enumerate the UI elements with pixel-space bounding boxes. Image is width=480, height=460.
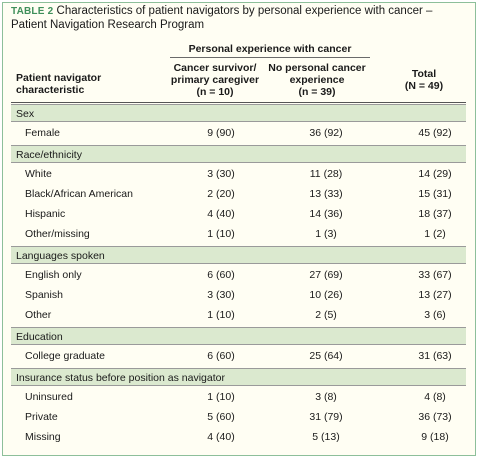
cell-no-experience: 3 (8) [315,391,337,403]
cell-survivor: 1 (10) [207,228,235,240]
table-caption: TABLE 2 Characteristics of patient navig… [11,5,466,32]
row-label: Other [25,309,52,321]
cell-no-experience: 10 (26) [309,289,343,301]
section-header: Race/ethnicity [11,145,466,163]
section-header: Insurance status before position as navi… [11,368,466,386]
cell-survivor: 4 (40) [207,208,235,220]
row-label: White [25,168,52,180]
cell-total: 36 (73) [418,411,452,423]
table-title: Characteristics of patient navigators by… [11,5,433,31]
cell-survivor: 3 (30) [207,289,235,301]
section-label: Languages spoken [16,250,105,262]
row-label: Female [25,127,61,139]
col2-line1: No personal cancer [268,62,366,74]
table-row: Private 5 (60) 31 (79) 36 (73) [11,407,466,427]
col1-line2: primary caregiver [170,74,260,86]
cell-survivor: 4 (40) [207,431,235,443]
section-label: Race/ethnicity [16,149,82,161]
row-header-line1: Patient navigator [16,72,102,84]
cell-total: 1 (2) [424,228,446,240]
cell-total: 31 (63) [418,350,452,362]
cell-survivor: 9 (90) [207,127,235,139]
cell-total: 33 (67) [418,269,452,281]
column-header-no-experience: No personal cancer experience (n = 39) [262,62,372,98]
table-row: Female 9 (90) 36 (92) 45 (92) [11,123,466,143]
cell-survivor: 2 (20) [207,188,235,200]
column-header-total: Total (N = 49) [379,68,469,92]
cell-survivor: 6 (60) [207,350,235,362]
table-row: Uninsured 1 (10) 3 (8) 4 (8) [11,387,466,407]
cell-total: 45 (92) [418,127,452,139]
table-row: College graduate 6 (60) 25 (64) 31 (63) [11,346,466,366]
row-label: Spanish [25,289,63,301]
row-label: English only [25,269,82,281]
cell-total: 13 (27) [418,289,452,301]
col3-line2: (N = 49) [404,80,444,92]
row-label: Private [25,411,58,423]
col1-line1: Cancer survivor/ [173,62,257,74]
section-label: Education [16,331,63,343]
row-label: College graduate [25,350,105,362]
cell-no-experience: 14 (36) [309,208,343,220]
section-header: Sex [11,104,466,122]
cell-survivor: 1 (10) [207,391,235,403]
cell-total: 14 (29) [418,168,452,180]
cell-no-experience: 5 (13) [312,431,340,443]
col3-line1: Total [411,68,437,80]
cell-total: 18 (37) [418,208,452,220]
cell-total: 9 (18) [421,431,449,443]
section-label: Sex [16,108,35,120]
row-header: Patient navigator characteristic [16,72,166,96]
cell-survivor: 6 (60) [207,269,235,281]
cell-survivor: 5 (60) [207,411,235,423]
row-header-line2: characteristic [16,84,85,96]
table-row: English only 6 (60) 27 (69) 33 (67) [11,265,466,285]
section-label: Insurance status before position as navi… [16,372,225,384]
row-label: Hispanic [25,208,66,220]
cell-total: 3 (6) [424,309,446,321]
col1-line3: (n = 10) [196,86,234,98]
cell-total: 15 (31) [418,188,452,200]
col2-line2: experience [289,74,345,86]
cell-no-experience: 25 (64) [309,350,343,362]
cell-no-experience: 31 (79) [309,411,343,423]
cell-no-experience: 13 (33) [309,188,343,200]
table-row: White 3 (30) 11 (28) 14 (29) [11,164,466,184]
column-header-survivor: Cancer survivor/ primary caregiver (n = … [160,62,270,98]
cell-no-experience: 36 (92) [309,127,343,139]
table-row: Hispanic 4 (40) 14 (36) 18 (37) [11,204,466,224]
cell-no-experience: 27 (69) [309,269,343,281]
row-label: Uninsured [25,391,73,403]
table-number: TABLE 2 [11,6,54,17]
cell-survivor: 1 (10) [207,309,235,321]
row-label: Missing [25,431,61,443]
table-row: Black/African American 2 (20) 13 (33) 15 (3… [11,184,466,204]
header-rule [11,102,466,103]
cell-no-experience: 1 (3) [315,228,337,240]
table-row: Other 1 (10) 2 (5) 3 (6) [11,305,466,325]
cell-survivor: 3 (30) [207,168,235,180]
table-row: Missing 4 (40) 5 (13) 9 (18) [11,427,466,447]
row-label: Other/missing [25,228,90,240]
section-header: Languages spoken [11,246,466,264]
cell-no-experience: 11 (28) [309,168,343,180]
section-header: Education [11,327,466,345]
table-row: Spanish 3 (30) 10 (26) 13 (27) [11,285,466,305]
column-group-header: Personal experience with cancer [188,43,352,55]
table-row: Other/missing 1 (10) 1 (3) 1 (2) [11,224,466,244]
row-label: Black/African American [25,188,133,200]
column-group-rule [170,57,370,58]
cell-total: 4 (8) [424,391,446,403]
cell-no-experience: 2 (5) [315,309,337,321]
col2-line3: (n = 39) [298,86,336,98]
